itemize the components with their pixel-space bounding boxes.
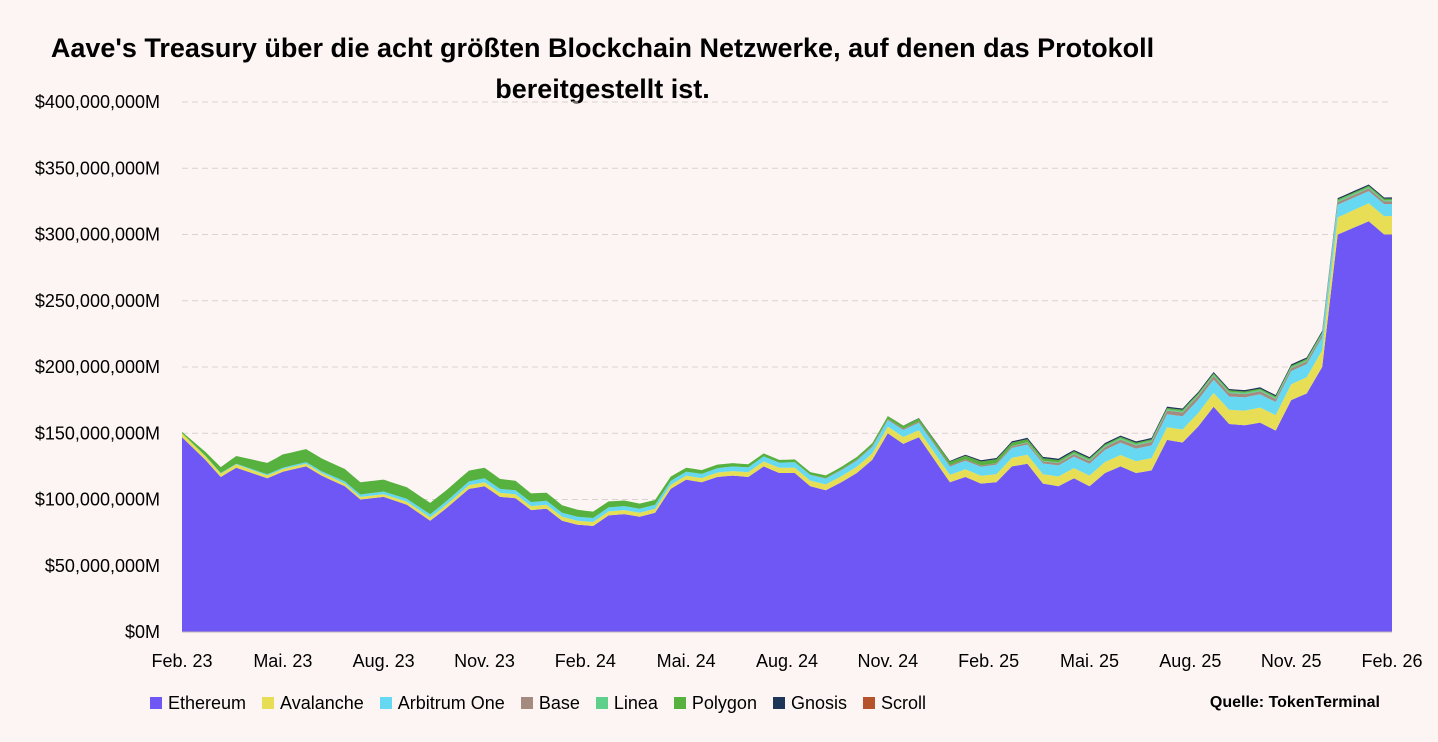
legend-item-linea: Linea	[595, 692, 658, 714]
x-tick-label: Nov. 23	[454, 651, 515, 671]
x-tick-label: Aug. 24	[756, 651, 818, 671]
x-tick-label: Feb. 23	[151, 651, 212, 671]
legend-swatch	[863, 697, 875, 709]
legend-label: Arbitrum One	[397, 692, 505, 713]
y-tick-label: $50,000,000M	[45, 556, 160, 576]
y-tick-label: $350,000,000M	[35, 158, 160, 178]
y-tick-label: $250,000,000M	[35, 291, 160, 311]
x-tick-label: Feb. 26	[1361, 651, 1422, 671]
legend-item-polygon: Polygon	[673, 692, 757, 714]
y-tick-label: $300,000,000M	[35, 225, 160, 245]
x-tick-label: Mai. 24	[657, 651, 716, 671]
legend-item-ethereum: Ethereum	[150, 693, 246, 714]
x-tick-label: Aug. 25	[1159, 651, 1221, 671]
x-tick-label: Aug. 23	[353, 651, 415, 671]
legend-swatch	[520, 697, 533, 709]
legend-swatch	[262, 697, 275, 709]
legend-item-avalanche: Avalanche	[262, 693, 364, 714]
source-note: Quelle: TokenTerminal	[1209, 694, 1380, 711]
chart-title-line-1: Aave's Treasury über die acht größten Bl…	[50, 33, 1155, 63]
legend-label: Scroll	[881, 692, 927, 713]
legend-label: Linea	[613, 692, 658, 713]
legend-label: Polygon	[691, 692, 757, 713]
legend-item-base: Base	[520, 692, 580, 714]
y-tick-label: $0M	[125, 622, 160, 642]
area-ethereum	[182, 221, 1392, 633]
y-tick-label: $200,000,000M	[35, 357, 160, 377]
x-axis: Feb. 23 Mai. 23 Aug. 23 Nov. 23 Feb. 24 Mai. …	[151, 631, 1423, 671]
chart-title: Aave's Treasury über die acht größten Bl…	[0, 28, 1205, 110]
chart-legend: Ethereum Avalanche Arbitrum One Base Linea Po…	[150, 690, 942, 716]
legend-item-gnosis: Gnosis	[772, 692, 847, 714]
legend-item-scroll: Scroll	[863, 693, 926, 714]
legend-label: Ethereum	[168, 692, 247, 713]
x-tick-label: Feb. 24	[555, 651, 616, 671]
x-tick-label: Mai. 23	[253, 651, 312, 671]
y-tick-label: $100,000,000M	[35, 490, 160, 510]
x-tick-label: Feb. 25	[958, 651, 1019, 671]
series-areas	[182, 184, 1392, 633]
legend-label: Avalanche	[280, 692, 364, 713]
y-axis: $0M $50,000,000M $100,000,000M $150,000,000…	[35, 92, 160, 642]
legend-label: Gnosis	[790, 692, 847, 713]
y-tick-label: $400,000,000M	[35, 92, 160, 112]
legend-label: Base	[538, 692, 580, 713]
y-tick-label: $150,000,000M	[35, 423, 160, 443]
legend-swatch	[772, 697, 785, 709]
legend-swatch	[595, 697, 608, 709]
x-tick-label: Mai. 25	[1060, 651, 1119, 671]
legend-swatch	[150, 697, 162, 709]
x-tick-label: Nov. 25	[1261, 651, 1322, 671]
chart-title-line-2: bereitgestellt ist.	[495, 74, 710, 104]
x-tick-label: Nov. 24	[857, 651, 918, 671]
legend-item-arbitrum-one: Arbitrum One	[379, 692, 505, 714]
legend-swatch	[673, 697, 686, 709]
legend-swatch	[379, 697, 392, 709]
